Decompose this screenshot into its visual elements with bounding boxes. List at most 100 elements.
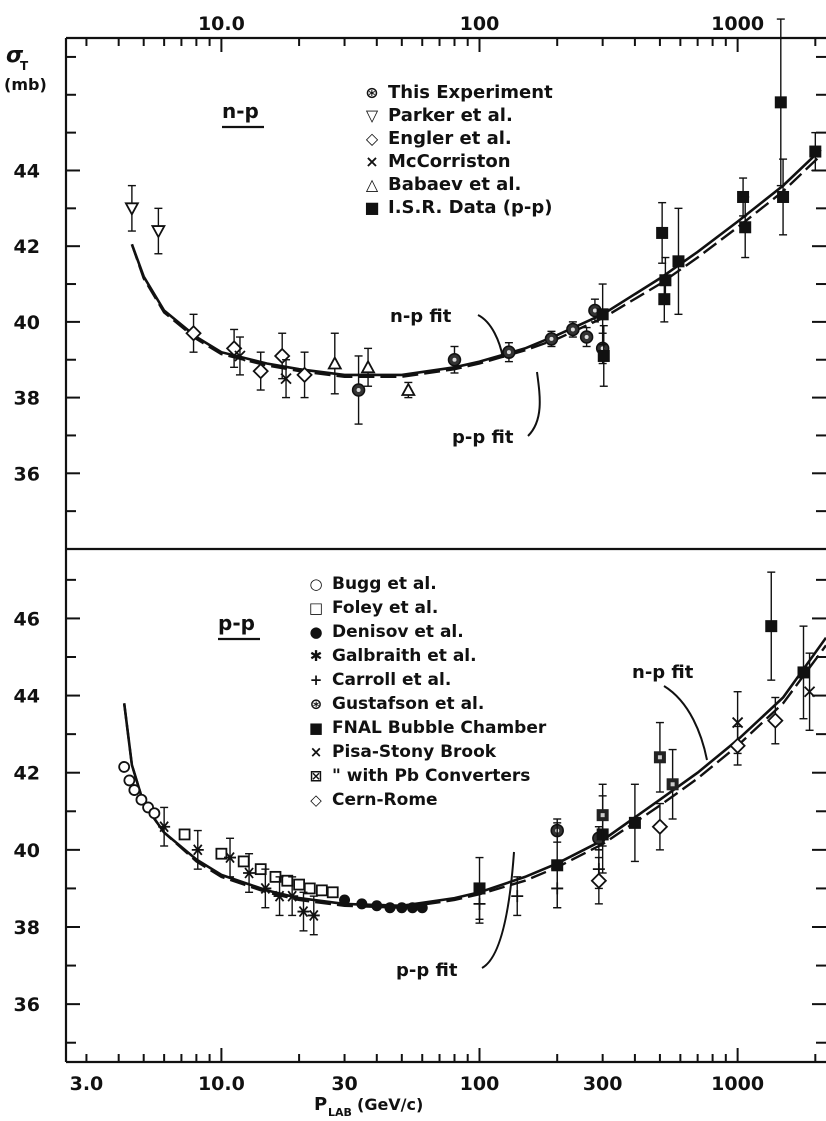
- data-point-star: [191, 844, 204, 856]
- data-point-diamond: [273, 347, 291, 365]
- data-point-open-square: [315, 884, 328, 897]
- data-point-dot: [356, 898, 368, 910]
- legend-marker: ▽: [366, 106, 379, 125]
- legend-label: FNAL Bubble Chamber: [332, 718, 547, 738]
- x-tick-label-top: 10.0: [198, 13, 245, 35]
- panel-label: n-p: [222, 99, 259, 123]
- legend-label: Foley et al.: [332, 598, 438, 618]
- data-point-star: [297, 906, 310, 918]
- panel-label: p-p: [218, 611, 255, 635]
- data-point-star: [286, 890, 299, 902]
- data-point-dotted-square: [666, 778, 679, 791]
- data-point-dot: [371, 900, 383, 912]
- marker-center: [356, 388, 361, 393]
- legend-marker: △: [366, 175, 379, 194]
- y-tick-label: 46: [14, 608, 40, 630]
- data-point-filled-square: [777, 190, 790, 203]
- legend-marker: ✱: [310, 647, 323, 665]
- data-point-dotted-circle: [502, 345, 516, 359]
- y-tick-label: 44: [14, 160, 40, 182]
- data-point-star: [243, 867, 256, 879]
- x-tick-label-bottom: 3.0: [70, 1073, 104, 1095]
- legend-marker: □: [309, 599, 323, 617]
- np-fit-label: n-p fit: [390, 306, 452, 327]
- data-point-cross: [803, 686, 816, 698]
- legend-marker: ■: [309, 719, 323, 737]
- y-axis-subscript: T: [20, 59, 29, 73]
- pp-fit-label: p-p fit: [396, 960, 458, 981]
- y-tick-label: 38: [14, 388, 40, 410]
- fit-label-leader: [477, 314, 504, 359]
- data-point-diamond: [296, 366, 313, 384]
- x-tick-label-bottom: 300: [583, 1073, 623, 1095]
- data-point-filled-square: [672, 255, 685, 268]
- np-fit-label: n-p fit: [632, 662, 694, 683]
- legend-marker: ●: [309, 623, 322, 641]
- data-point-diamond: [225, 340, 243, 357]
- y-tick-label: 36: [14, 994, 40, 1016]
- data-point-filled-square: [628, 816, 641, 829]
- marker-center: [592, 308, 597, 313]
- x-tick-label-top: 1000: [711, 13, 764, 35]
- legend-marker: +: [310, 671, 323, 689]
- legend-label: " with Pb Converters: [332, 766, 530, 786]
- marker-center: [506, 350, 511, 355]
- data-point-dot: [339, 894, 351, 906]
- data-point-star: [158, 821, 171, 833]
- y-tick-label: 38: [14, 917, 40, 939]
- legend-marker: ⊛: [365, 83, 378, 102]
- np-fit-curve: [122, 636, 826, 908]
- data-point-dotted-circle: [566, 322, 580, 337]
- marker-center: [600, 813, 605, 818]
- y-tick-label: 40: [14, 840, 40, 862]
- legend-label: Parker et al.: [388, 105, 513, 126]
- legend-label: Gustafson et al.: [332, 694, 484, 714]
- pp-fit-label: p-p fit: [452, 427, 514, 448]
- data-point-dotted-circle: [447, 352, 462, 367]
- data-point-diamond: [767, 712, 784, 729]
- data-point-diamond: [729, 737, 746, 754]
- y-axis-unit: (mb): [4, 75, 47, 94]
- x-axis-unit: (GeV/c): [357, 1095, 423, 1114]
- legend-marker: ■: [364, 198, 379, 217]
- data-point-plus: [511, 890, 524, 903]
- x-tick-label-bottom: 1000: [711, 1073, 764, 1095]
- x-tick-label-bottom: 100: [460, 1073, 500, 1095]
- data-point-cross: [234, 350, 246, 362]
- legend-marker: ×: [310, 743, 323, 761]
- x-axis-subscript: LAB: [328, 1106, 352, 1119]
- legend-label: I.S.R. Data (p-p): [388, 197, 552, 218]
- y-tick-label: 36: [14, 463, 40, 485]
- data-point-dot: [416, 902, 428, 914]
- data-point-filled-square: [765, 620, 778, 633]
- marker-center: [570, 327, 575, 332]
- data-point-star: [224, 852, 237, 864]
- legend-label: Carroll et al.: [332, 670, 451, 690]
- data-point-triangle-up: [360, 359, 376, 374]
- data-point-filled-square: [656, 226, 669, 239]
- marker-center: [657, 755, 662, 760]
- data-point-open-square: [303, 882, 316, 895]
- data-point-open-circle: [135, 793, 148, 806]
- x-tick-label-top: 100: [460, 13, 500, 35]
- data-point-open-circle: [123, 774, 136, 787]
- data-point-filled-square: [659, 274, 672, 287]
- data-point-diamond: [252, 362, 269, 380]
- data-point-open-square: [237, 855, 250, 868]
- data-point-diamond: [185, 324, 202, 342]
- legend-marker: ⊛: [310, 695, 323, 713]
- x-tick-label-bottom: 10.0: [198, 1073, 245, 1095]
- data-point-filled-square: [596, 308, 609, 321]
- x-axis-symbol: P: [314, 1094, 327, 1115]
- data-point-open-circle: [148, 807, 161, 820]
- legend-label: Engler et al.: [388, 128, 512, 149]
- legend-label: Pisa-Stony Brook: [332, 742, 497, 762]
- data-point-cross: [280, 373, 292, 385]
- legend-marker: ◇: [310, 791, 322, 809]
- legend-label: Cern-Rome: [332, 790, 438, 810]
- legend-marker: ⊠: [310, 767, 323, 785]
- fit-label-leader: [663, 685, 708, 761]
- data-point-filled-square: [551, 859, 564, 872]
- legend-label: McCorriston: [388, 151, 511, 172]
